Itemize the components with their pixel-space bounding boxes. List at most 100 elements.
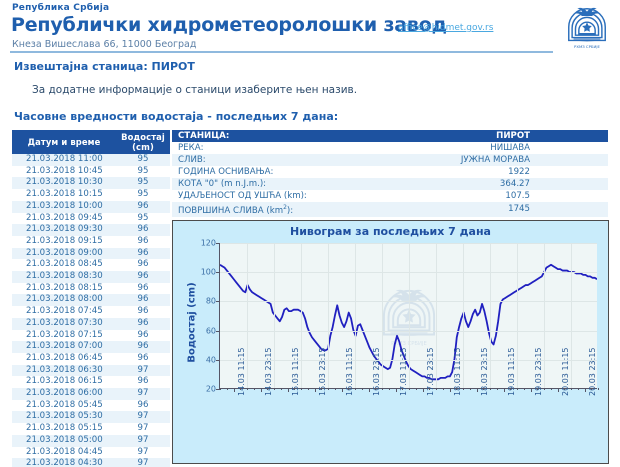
chart-gridline-vertical: [247, 243, 248, 388]
station-info-label: ГОДИНА ОСНИВАЊА:: [172, 166, 381, 178]
station-info-row: СЛИВ: ЈУЖНА МОРАВА: [172, 154, 608, 166]
table-row: 21.03.2018 10:30 95: [12, 177, 170, 190]
table-row: 21.03.2018 07:30 96: [12, 317, 170, 330]
reading-datetime: 21.03.2018 08:45: [12, 259, 116, 272]
reading-level: 95: [116, 165, 170, 178]
station-info-value: 1745: [380, 202, 608, 217]
reading-datetime: 21.03.2018 08:15: [12, 282, 116, 295]
reading-level: 97: [116, 364, 170, 377]
chart-gridline-horizontal: [220, 272, 597, 274]
table-row: 21.03.2018 09:15 96: [12, 235, 170, 248]
table-row: 21.03.2018 05:00 97: [12, 434, 170, 447]
chart-x-minor-tick: [402, 388, 404, 390]
reading-level: 96: [116, 399, 170, 412]
chart-x-minor-tick: [294, 388, 296, 390]
reading-level: 96: [116, 306, 170, 318]
chart-x-tick-mark: [341, 388, 343, 392]
chart-x-minor-tick: [321, 388, 323, 390]
readings-col-level: Водостај (cm): [116, 130, 170, 154]
chart-x-minor-tick: [328, 388, 329, 390]
reading-level: 97: [116, 434, 170, 447]
chart-gridline-vertical: [382, 243, 383, 388]
chart-x-minor-tick: [341, 388, 343, 390]
station-info-value: 107.5: [380, 190, 608, 202]
reading-level: 96: [116, 259, 170, 272]
readings-col-datetime: Датум и време: [12, 130, 116, 154]
chart-y-tick-mark: [216, 272, 220, 274]
chart-y-tick-label: 80: [205, 296, 216, 306]
chart-gridline-vertical: [274, 243, 275, 388]
reading-datetime: 21.03.2018 07:30: [12, 317, 116, 330]
chart-x-minor-tick: [530, 388, 532, 390]
hydrograph-chart: Нивограм за последњих 7 дана Водостај (c…: [172, 220, 609, 464]
chart-x-tick-mark: [314, 388, 316, 392]
chart-x-tick-mark: [260, 388, 262, 392]
table-row: 21.03.2018 08:15 96: [12, 282, 170, 295]
reading-level: 96: [116, 282, 170, 295]
table-row: 21.03.2018 11:00 95: [12, 154, 170, 166]
chart-x-minor-tick: [517, 388, 518, 390]
readings-header-row: Датум и време Водостај (cm): [12, 130, 170, 154]
chart-y-tick-mark: [216, 389, 220, 390]
header-email-link[interactable]: office@hidmet.gov.rs: [398, 23, 494, 33]
chart-x-tick-mark: [287, 388, 289, 392]
chart-plot-area: РХМЗ СРБИЈЕ 20 40 60 80 100 120 14.03 11:15 14.…: [201, 239, 599, 396]
chart-x-minor-tick: [584, 388, 586, 390]
station-info-row: РЕКА: НИШАВА: [172, 142, 608, 154]
chart-gridline-horizontal: [220, 301, 597, 303]
chart-x-minor-tick: [355, 388, 356, 390]
station-info-value: НИШАВА: [380, 142, 608, 154]
chart-gridline-vertical: [301, 243, 302, 388]
header-address: Кнеза Вишеслава 66, 11000 Београд: [12, 39, 197, 50]
header-organization: Републички хидрометеоролошки завод: [11, 14, 447, 36]
chart-x-minor-tick: [388, 388, 390, 390]
chart-x-minor-tick: [307, 388, 309, 390]
station-page-title: Извештајна станица: ПИРОТ: [14, 60, 195, 73]
table-row: 21.03.2018 05:45 96: [12, 399, 170, 412]
chart-y-tick-mark: [216, 243, 220, 244]
reading-datetime: 21.03.2018 04:30: [12, 458, 116, 467]
site-header: Република Србија Републички хидрометеоро…: [0, 0, 620, 53]
reading-level: 97: [116, 458, 170, 467]
chart-x-minor-tick: [368, 388, 370, 390]
reading-level: 96: [116, 352, 170, 365]
reading-level: 96: [116, 376, 170, 389]
station-info-row: СТАНИЦА: ПИРОТ: [172, 130, 608, 142]
station-info-value: ЈУЖНА МОРАВА: [380, 154, 608, 166]
chart-x-minor-tick: [280, 388, 282, 390]
station-info-value: 364.27: [380, 178, 608, 190]
chart-x-tick-mark: [368, 388, 370, 392]
reading-level: 97: [116, 411, 170, 424]
reading-level: 97: [116, 423, 170, 435]
chart-x-tick-mark: [530, 388, 532, 392]
reading-level: 95: [116, 212, 170, 225]
chart-x-minor-tick: [240, 388, 242, 390]
reading-datetime: 21.03.2018 09:45: [12, 212, 116, 225]
chart-x-minor-tick: [557, 388, 559, 390]
chart-x-minor-tick: [591, 388, 593, 390]
chart-x-minor-tick: [267, 388, 269, 390]
station-info-row: УДАЉЕНОСТ ОД УШЋА (km): 107.5: [172, 190, 608, 202]
reading-level: 96: [116, 329, 170, 342]
reading-datetime: 21.03.2018 06:30: [12, 364, 116, 377]
chart-gridline-vertical: [436, 243, 437, 388]
chart-x-minor-tick: [220, 388, 221, 390]
reading-datetime: 21.03.2018 04:45: [12, 446, 116, 459]
reading-level: 96: [116, 341, 170, 353]
svg-text:РХМЗ СРБИЈЕ: РХМЗ СРБИЈЕ: [574, 44, 601, 49]
chart-x-minor-tick: [564, 388, 566, 390]
table-row: 21.03.2018 05:30 97: [12, 411, 170, 424]
chart-y-tick-mark: [216, 359, 220, 361]
chart-y-tick-label: 100: [200, 267, 216, 277]
chart-x-tick-mark: [557, 388, 559, 392]
reading-datetime: 21.03.2018 05:00: [12, 434, 116, 447]
table-row: 21.03.2018 06:00 97: [12, 388, 170, 400]
table-row: 21.03.2018 07:00 96: [12, 341, 170, 353]
chart-gridline-vertical: [517, 243, 518, 388]
chart-x-minor-tick: [436, 388, 437, 390]
chart-gridline-vertical: [490, 243, 491, 388]
station-info-label: РЕКА:: [172, 142, 381, 154]
chart-x-minor-tick: [361, 388, 363, 390]
reading-level: 96: [116, 235, 170, 248]
